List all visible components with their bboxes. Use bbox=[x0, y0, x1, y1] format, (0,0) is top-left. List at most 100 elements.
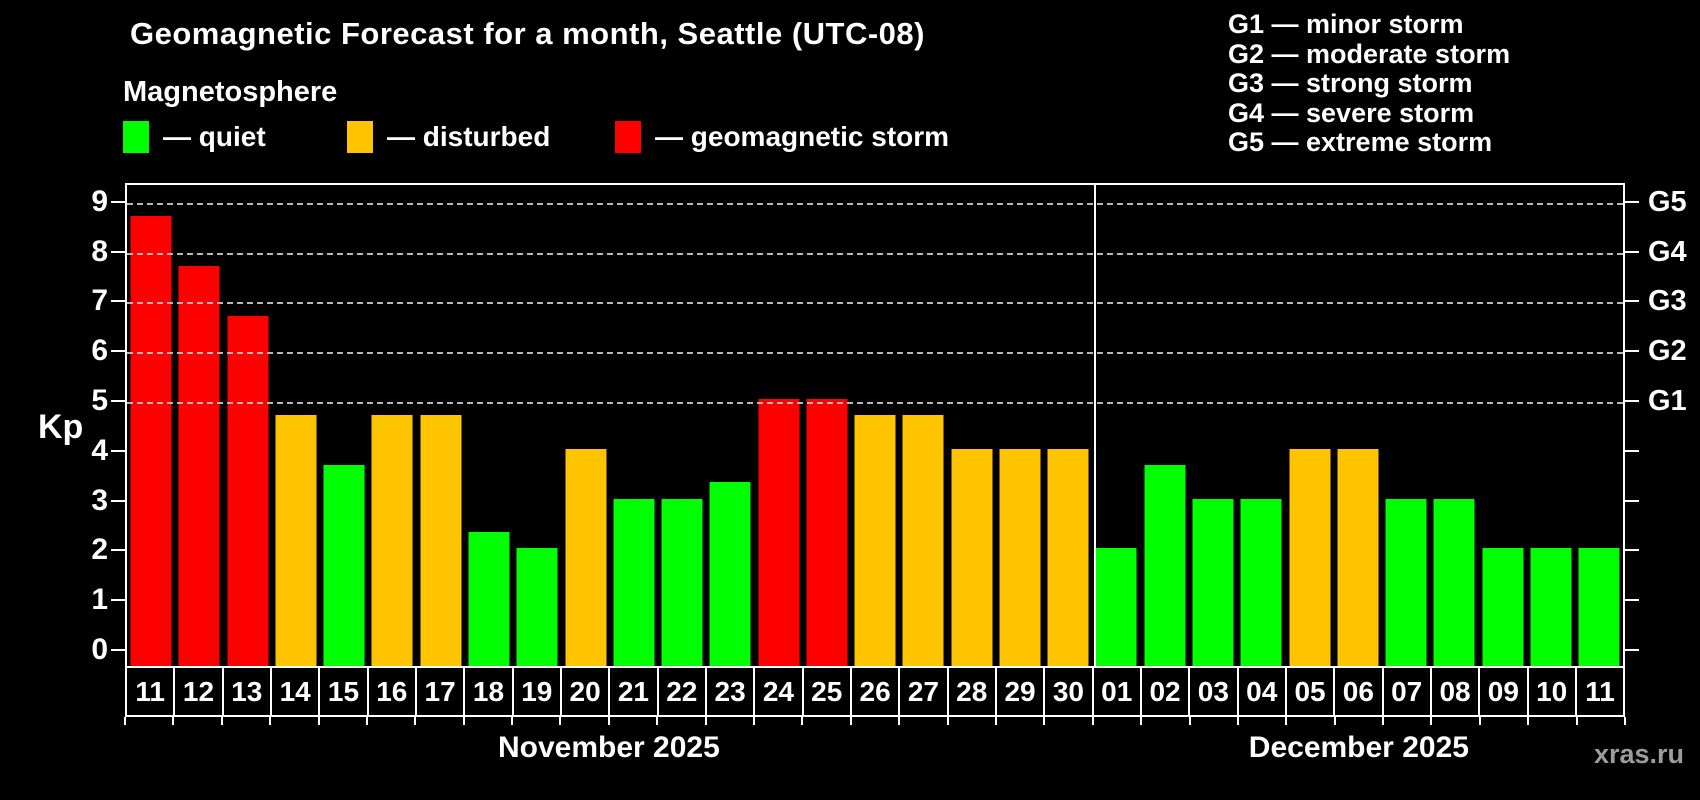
kp-bar-24 bbox=[758, 399, 800, 666]
kp-bar-05 bbox=[1289, 448, 1330, 666]
gridline-kp8 bbox=[127, 252, 1623, 255]
gridline-kp7 bbox=[127, 302, 1623, 305]
day-label-04: 04 bbox=[1238, 668, 1287, 715]
day-label-26: 26 bbox=[851, 668, 901, 715]
day-label-07: 07 bbox=[1383, 668, 1432, 715]
kp-bar-30 bbox=[1047, 448, 1089, 666]
y-tick-label-8: 8 bbox=[91, 234, 108, 268]
day-boundary-tick bbox=[124, 717, 126, 725]
kp-bar-19 bbox=[516, 548, 558, 666]
y-tick-label-0: 0 bbox=[91, 633, 108, 666]
day-label-14: 14 bbox=[271, 668, 321, 715]
day-column-14 bbox=[272, 185, 320, 666]
bars-container bbox=[127, 185, 1623, 666]
left-tick-9 bbox=[111, 200, 125, 203]
g-legend-row-5: G5 — extreme storm bbox=[1228, 127, 1493, 158]
right-tick-7 bbox=[1625, 300, 1639, 303]
day-boundary-tick bbox=[1333, 717, 1336, 725]
day-label-25: 25 bbox=[803, 668, 852, 715]
day-column-25 bbox=[803, 185, 851, 666]
legend-swatch-quiet bbox=[123, 121, 149, 153]
day-boundary-tick bbox=[317, 717, 320, 725]
day-label-05: 05 bbox=[1286, 668, 1336, 715]
day-label-20: 20 bbox=[561, 668, 611, 715]
left-tick-6 bbox=[111, 350, 125, 353]
kp-bar-12 bbox=[178, 266, 220, 666]
kp-bar-01 bbox=[1095, 548, 1137, 666]
month-label-2: December 2025 bbox=[1248, 731, 1469, 764]
day-label-03: 03 bbox=[1190, 668, 1239, 715]
legend-label-quiet: — quiet bbox=[163, 121, 266, 152]
legend-label-storm: — geomagnetic storm bbox=[655, 121, 950, 152]
plot-area bbox=[125, 183, 1625, 668]
day-column-19 bbox=[513, 185, 561, 666]
kp-bar-06 bbox=[1337, 448, 1379, 666]
day-label-30: 30 bbox=[1045, 668, 1094, 715]
kp-bar-11 bbox=[130, 216, 172, 666]
day-column-05 bbox=[1285, 185, 1333, 666]
page-title: Geomagnetic Forecast for a month, Seattl… bbox=[130, 16, 925, 51]
day-label-01: 01 bbox=[1093, 668, 1142, 715]
day-label-18: 18 bbox=[465, 668, 514, 715]
legend-swatch-disturbed bbox=[347, 121, 373, 153]
kp-bar-14 bbox=[275, 415, 317, 666]
day-boundary-tick bbox=[511, 717, 514, 725]
left-tick-1 bbox=[111, 599, 125, 602]
day-column-03 bbox=[1189, 185, 1237, 666]
day-boundary-tick bbox=[1236, 717, 1239, 725]
kp-bar-29 bbox=[999, 448, 1041, 666]
day-boundary-tick bbox=[1624, 717, 1626, 725]
day-column-21 bbox=[610, 185, 658, 666]
day-column-20 bbox=[561, 185, 609, 666]
left-tick-4 bbox=[111, 449, 125, 452]
kp-bar-21 bbox=[613, 498, 655, 666]
right-tick-4 bbox=[1625, 449, 1639, 452]
y-tick-label-2: 2 bbox=[91, 533, 108, 567]
y-axis-label: Kp bbox=[38, 408, 84, 446]
day-boundary-tick bbox=[1478, 717, 1481, 725]
gridline-kp6 bbox=[127, 352, 1623, 355]
day-boundary-tick bbox=[607, 717, 610, 725]
day-label-27: 27 bbox=[900, 668, 949, 715]
day-column-10 bbox=[1527, 185, 1575, 666]
left-tick-8 bbox=[111, 250, 125, 253]
day-column-24 bbox=[754, 185, 802, 666]
day-label-06: 06 bbox=[1335, 668, 1384, 715]
day-label-09: 09 bbox=[1480, 668, 1529, 715]
day-boundary-tick bbox=[1043, 717, 1046, 725]
day-boundary-tick bbox=[1382, 717, 1385, 725]
legend-item-storm: — geomagnetic storm bbox=[615, 119, 949, 155]
day-column-08 bbox=[1430, 185, 1478, 666]
day-column-12 bbox=[175, 185, 223, 666]
day-boundary-tick bbox=[1091, 717, 1094, 725]
kp-bar-11 bbox=[1578, 548, 1620, 666]
y-tick-label-6: 6 bbox=[91, 334, 108, 368]
day-boundary-tick bbox=[172, 717, 175, 725]
day-boundary-tick bbox=[898, 717, 901, 725]
day-boundary-tick bbox=[220, 717, 223, 725]
day-boundary-tick bbox=[1140, 717, 1143, 725]
kp-bar-13 bbox=[227, 315, 269, 666]
day-label-28: 28 bbox=[948, 668, 997, 715]
day-boundary-tick bbox=[1430, 717, 1433, 725]
day-label-22: 22 bbox=[658, 668, 707, 715]
day-column-09 bbox=[1478, 185, 1526, 666]
legend-swatch-storm bbox=[615, 121, 641, 153]
right-tick-9 bbox=[1625, 200, 1639, 203]
g-axis-label-G3: G3 bbox=[1648, 285, 1687, 318]
day-label-11: 11 bbox=[1576, 668, 1624, 715]
day-axis-strip: 11 12 13 14 15 16 17 18 19 20 21 22 23 24 25 26 27 28 29 30… bbox=[125, 668, 1625, 717]
day-boundary-tick bbox=[414, 717, 417, 725]
left-tick-5 bbox=[111, 400, 125, 402]
day-column-11 bbox=[127, 185, 175, 666]
day-boundary-tick bbox=[1188, 717, 1191, 725]
right-tick-6 bbox=[1625, 350, 1639, 353]
y-tick-label-7: 7 bbox=[91, 284, 108, 318]
g-legend-row-3: G3 — strong storm bbox=[1228, 68, 1473, 99]
day-column-17 bbox=[417, 185, 465, 666]
day-column-02 bbox=[1141, 185, 1189, 666]
g-legend-row-2: G2 — moderate storm bbox=[1228, 38, 1511, 69]
day-label-29: 29 bbox=[996, 668, 1046, 715]
day-label-15: 15 bbox=[320, 668, 369, 715]
